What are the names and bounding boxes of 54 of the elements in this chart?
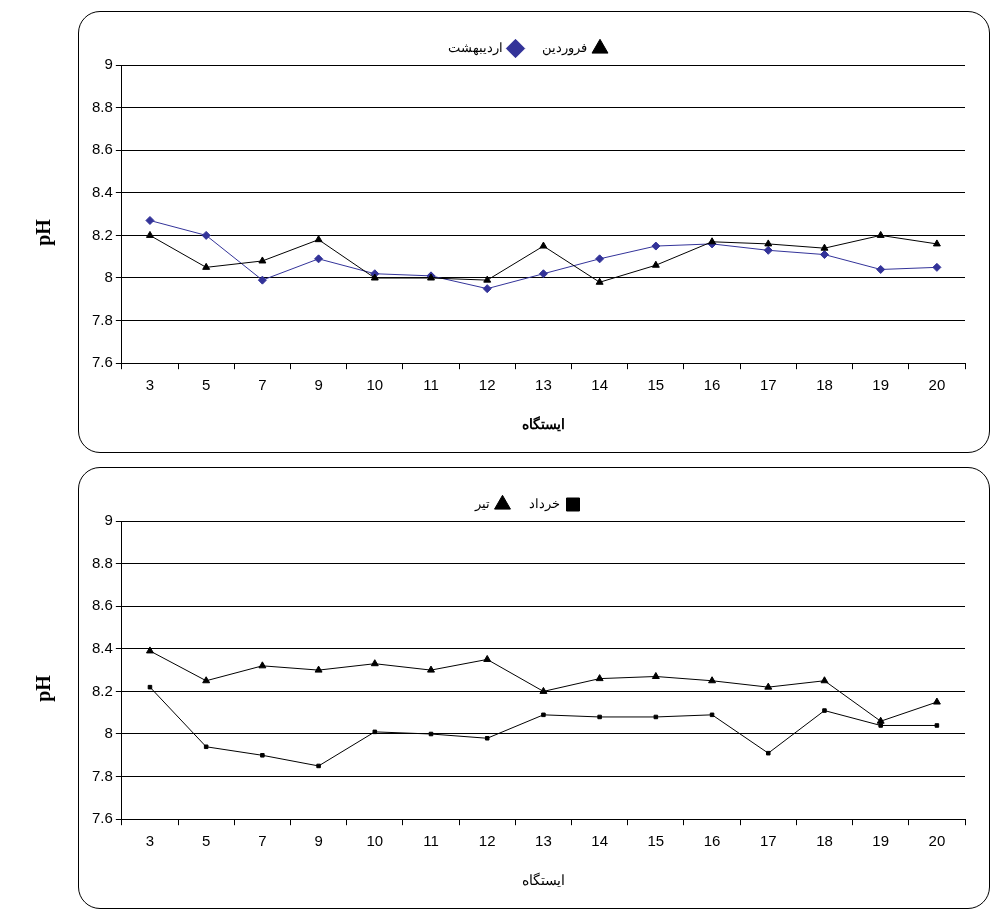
legend-label: تیر — [473, 496, 490, 513]
x-tick-label: 9 — [314, 376, 323, 394]
x-tick-label: 10 — [366, 832, 384, 850]
y-tick-label: 8.6 — [91, 140, 113, 158]
x-tick-label: 16 — [703, 832, 721, 850]
x-tick-label: 20 — [928, 832, 946, 850]
x-tick-label: 20 — [928, 376, 946, 394]
x-tick-label: 12 — [478, 376, 496, 394]
x-tick-label: 14 — [591, 376, 608, 394]
x-tick-label: 5 — [201, 832, 211, 850]
y-tick-label: 8.8 — [91, 553, 113, 571]
y-tick-label: 8.8 — [91, 97, 113, 115]
x-tick-label: 15 — [647, 376, 665, 394]
x-axis-title: ایستگاه — [521, 416, 565, 433]
y-tick-label: 8.4 — [91, 638, 113, 656]
y-tick-label: 8.6 — [91, 596, 113, 614]
x-axis-title: ایستگاه — [521, 872, 565, 889]
legend-label: فروردین — [542, 40, 587, 57]
y-tick-label: 7.8 — [91, 766, 113, 784]
y-axis-title: pH — [31, 218, 55, 246]
x-tick-label: 3 — [145, 376, 155, 394]
x-tick-label: 17 — [759, 832, 777, 850]
x-tick-label: 19 — [872, 832, 890, 850]
legend-label: اردیبهشت — [447, 40, 503, 57]
y-tick-label: 8.4 — [91, 182, 113, 200]
x-tick-label: 15 — [647, 832, 665, 850]
y-tick-label: 8 — [104, 724, 113, 742]
x-tick-label: 7 — [258, 832, 267, 850]
x-tick-label: 14 — [591, 832, 608, 850]
x-tick-label: 3 — [145, 832, 155, 850]
x-tick-label: 11 — [423, 376, 439, 394]
y-tick-label: 7.8 — [91, 310, 113, 328]
x-tick-label: 7 — [258, 376, 267, 394]
x-tick-label: 11 — [423, 832, 439, 850]
y-tick-label: 9 — [104, 511, 113, 529]
x-tick-label: 12 — [478, 832, 496, 850]
x-tick-label: 13 — [535, 832, 552, 850]
y-tick-label: 7.6 — [91, 809, 113, 827]
x-tick-label: 9 — [314, 832, 323, 850]
x-tick-label: 10 — [366, 376, 384, 394]
y-tick-label: 8.2 — [91, 681, 113, 699]
x-tick-label: 16 — [703, 376, 721, 394]
x-tick-label: 17 — [759, 376, 777, 394]
x-tick-label: 19 — [872, 376, 890, 394]
x-tick-label: 5 — [201, 376, 211, 394]
x-tick-label: 18 — [816, 376, 833, 394]
y-tick-label: 8 — [104, 268, 113, 286]
legend-label: خرداد — [529, 496, 560, 513]
y-axis-title: pH — [31, 674, 55, 702]
y-tick-label: 8.2 — [91, 225, 113, 243]
x-tick-label: 18 — [816, 832, 833, 850]
y-tick-label: 9 — [104, 55, 113, 73]
y-tick-label: 7.6 — [91, 353, 113, 371]
x-tick-label: 13 — [535, 376, 552, 394]
